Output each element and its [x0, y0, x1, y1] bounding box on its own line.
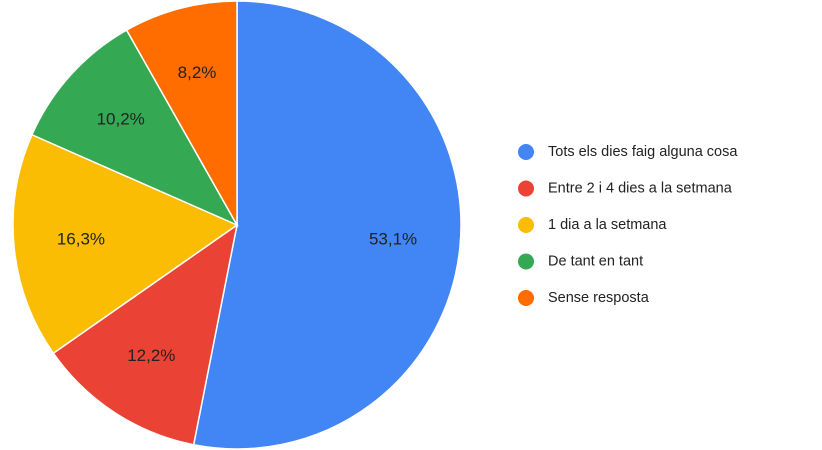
- legend-marker: [518, 217, 534, 233]
- legend-text: 1 dia a la setmana: [548, 217, 667, 233]
- legend-marker: [518, 253, 534, 270]
- pie-slice: [12, 133, 239, 355]
- legend-marker: [518, 144, 534, 160]
- legend-text: De tant en tant: [548, 253, 643, 269]
- legend-marker: [518, 180, 534, 197]
- slice-label: 16,3%: [57, 230, 105, 249]
- legend-text: Sense resposta: [548, 290, 650, 306]
- legend-text: Entre 2 i 4 dies a la setmana: [548, 180, 733, 196]
- pie-slice: [192, 0, 462, 450]
- slice-label: 12,2%: [127, 346, 175, 365]
- slice-label: 8,2%: [178, 63, 217, 82]
- slice-label: 53,1%: [369, 230, 417, 249]
- pie-slice: [125, 0, 238, 228]
- legend-marker: [518, 290, 534, 306]
- legend-text: Tots els dies faig alguna cosa: [548, 144, 738, 160]
- slice-label: 10,2%: [97, 109, 145, 128]
- pie-slice: [30, 29, 239, 227]
- pie-slice: [52, 223, 239, 446]
